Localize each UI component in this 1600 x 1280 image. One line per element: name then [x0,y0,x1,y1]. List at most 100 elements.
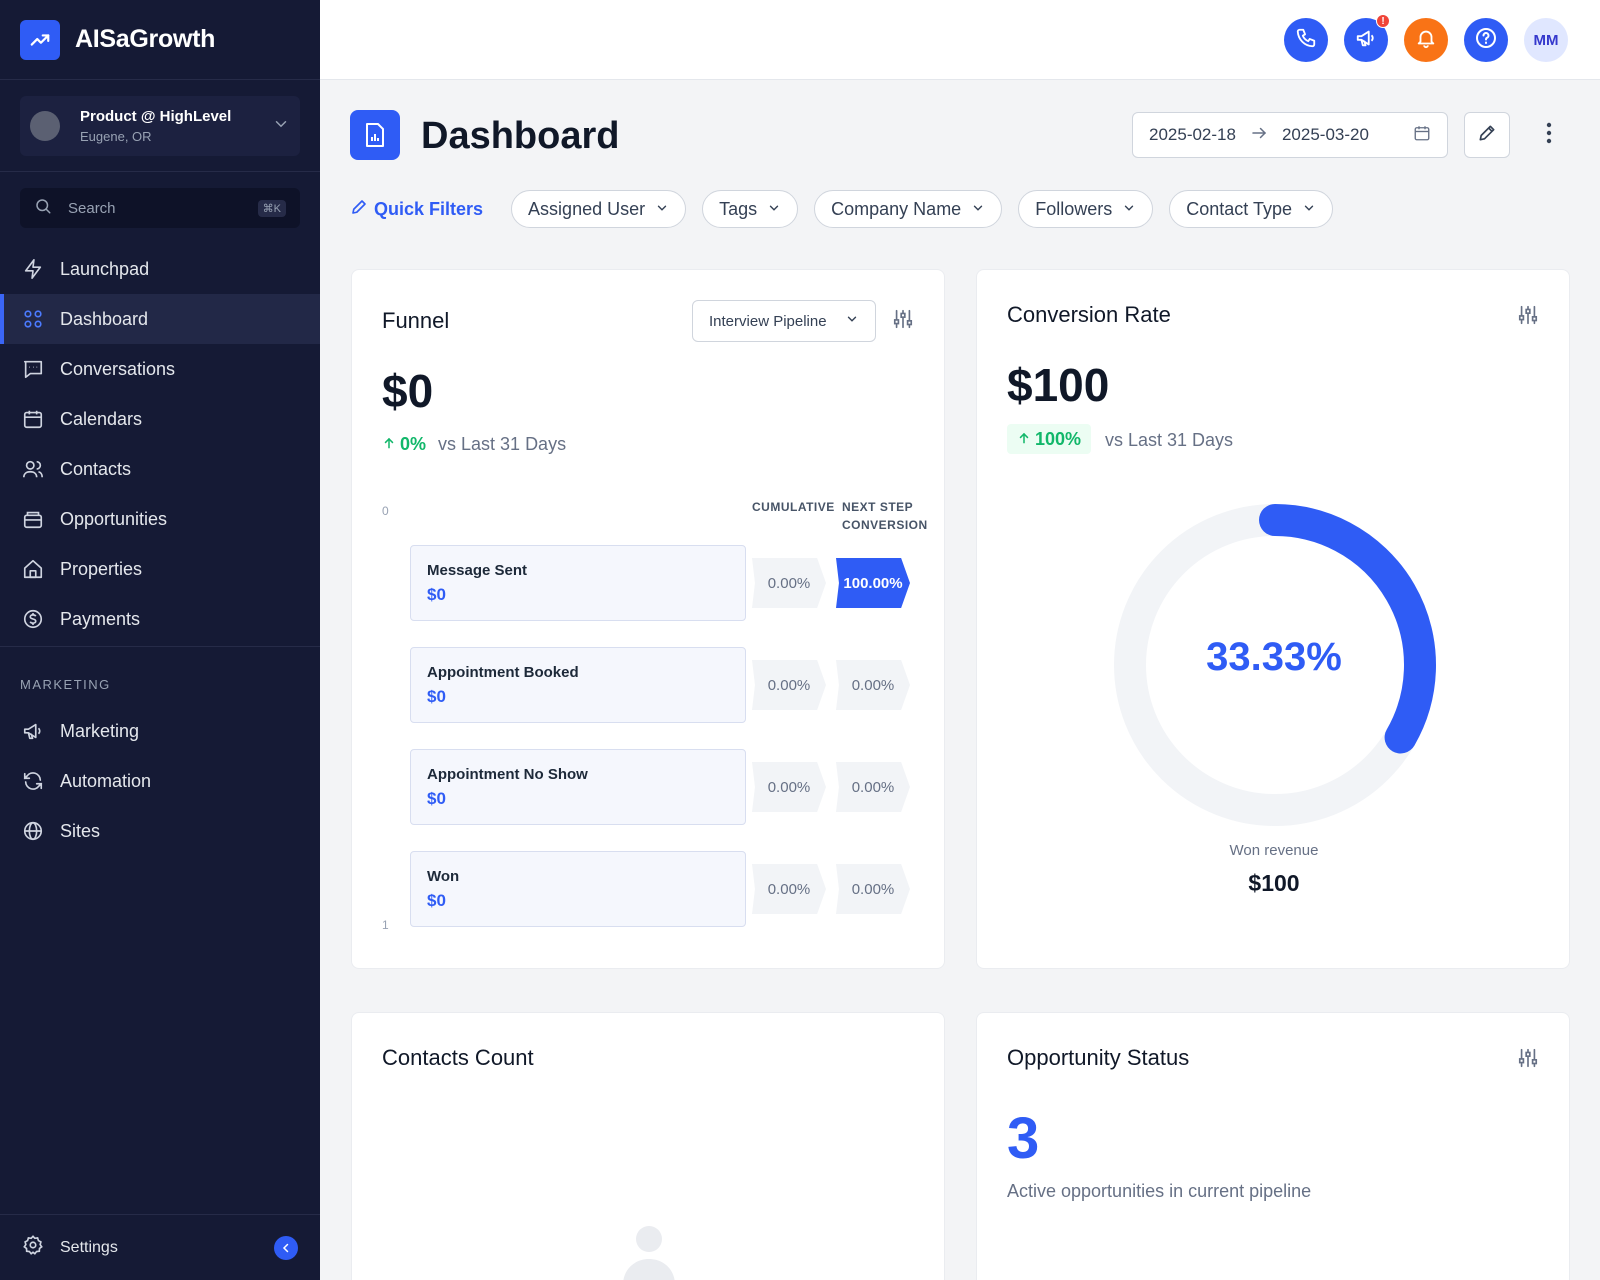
sidebar-item-label: Launchpad [60,258,150,279]
sliders-icon[interactable] [1517,1047,1541,1071]
card-title: Contacts Count [382,1045,534,1070]
briefcase-icon [22,508,44,530]
opportunity-caption: Active opportunities in current pipeline [1007,1181,1312,1201]
notifications-button[interactable] [1404,18,1448,62]
users-icon [22,458,44,480]
help-button[interactable] [1464,18,1508,62]
quick-filters-button[interactable]: Quick Filters [350,198,483,221]
pipeline-select[interactable]: Interview Pipeline [692,300,876,342]
cumulative-rate: 0.00% [752,558,826,608]
filter-bar: Quick Filters Assigned User Tags Company… [350,190,1333,228]
date-range-picker[interactable]: 2025-02-18 2025-03-20 [1132,112,1448,158]
change-vs-label: vs Last 31 Days [1105,430,1234,450]
search-icon [34,197,52,220]
contacts-count-card: Contacts Count [351,1012,945,1280]
arrow-up-icon [1017,429,1031,450]
opportunity-status-card: Opportunity Status 3 Active opportunitie… [976,1012,1570,1280]
sidebar-item-payments[interactable]: Payments [0,594,320,644]
column-header-next-step: NEXT STEP CONVERSION [842,498,928,534]
phone-button[interactable] [1284,18,1328,62]
chevron-down-icon [845,312,859,330]
lightning-icon [22,258,44,280]
gear-icon [22,1234,44,1261]
calendar-icon [1413,124,1431,147]
page-title: Dashboard [421,115,620,157]
sidebar-item-label: Opportunities [60,508,168,529]
funnel-stage[interactable]: Won $0 [410,851,746,927]
search-input[interactable]: Search ⌘K [20,188,300,228]
search-shortcut: ⌘K [257,199,286,217]
change-percent: 0% [400,434,427,454]
settings-label: Settings [60,1238,118,1256]
sidebar-item-label: Dashboard [60,308,149,329]
funnel-value: $0 [382,365,434,417]
opportunity-count: 3 [1007,1106,1040,1171]
edit-dashboard-button[interactable] [1464,112,1510,158]
sidebar-item-label: Calendars [60,408,143,429]
change-vs-label: vs Last 31 Days [438,434,567,454]
chevron-down-icon [767,199,781,220]
calendar-icon [22,408,44,430]
won-revenue-value: $100 [1248,870,1300,896]
chevron-down-icon [971,199,985,220]
filter-tags[interactable]: Tags [702,190,799,228]
sliders-icon[interactable] [892,308,916,332]
user-placeholder-icon [621,1225,677,1280]
account-avatar [30,111,60,141]
conversion-rate-card: Conversion Rate $100 100% vs Last 31 Day… [976,269,1570,969]
refresh-icon [22,770,44,792]
sidebar-item-conversations[interactable]: Conversations [0,344,320,394]
megaphone-icon [1355,27,1377,54]
sidebar-item-sites[interactable]: Sites [0,806,320,856]
date-start: 2025-02-18 [1149,125,1236,144]
announcements-button[interactable]: ! [1344,14,1390,62]
column-header-line: NEXT STEP [842,500,914,514]
dashboard-report-icon [350,110,400,160]
more-options-button[interactable] [1534,112,1564,158]
home-icon [22,558,44,580]
collapse-sidebar-button[interactable] [274,1235,298,1260]
sidebar-item-opportunities[interactable]: Opportunities [0,494,320,544]
sidebar-item-label: Conversations [60,358,176,379]
bell-icon [1415,27,1437,54]
funnel-stage[interactable]: Message Sent $0 [410,545,746,621]
dollar-circle-icon [22,608,44,630]
search-placeholder: Search [68,199,116,217]
sidebar-item-contacts[interactable]: Contacts [0,444,320,494]
sidebar-item-automation[interactable]: Automation [0,756,320,806]
filter-assigned-user[interactable]: Assigned User [511,190,687,228]
quick-filters-label: Quick Filters [374,198,484,219]
sliders-icon[interactable] [1517,304,1541,328]
chevron-down-icon [1122,199,1136,220]
funnel-stage[interactable]: Appointment Booked $0 [410,647,746,723]
card-title: Conversion Rate [1007,302,1171,327]
funnel-stage[interactable]: Appointment No Show $0 [410,749,746,825]
user-avatar[interactable]: MM [1524,18,1568,62]
conversion-donut-chart [1114,504,1436,826]
brand[interactable]: AISaGrowth [0,0,320,80]
next-step-rate: 100.00% [836,558,910,608]
filter-company-name[interactable]: Company Name [814,190,1003,228]
card-title: Opportunity Status [1007,1045,1190,1070]
sidebar-item-settings[interactable]: Settings [0,1214,320,1280]
cumulative-rate: 0.00% [752,762,826,812]
sidebar-item-calendars[interactable]: Calendars [0,394,320,444]
arrow-up-icon [382,434,396,455]
sidebar-item-properties[interactable]: Properties [0,544,320,594]
sidebar-item-dashboard[interactable]: Dashboard [0,294,320,344]
filter-contact-type[interactable]: Contact Type [1169,190,1333,228]
grid-icon [22,308,44,330]
chevron-down-icon [1302,199,1316,220]
stage-value: $0 [427,789,446,808]
filter-label: Tags [719,198,758,219]
sidebar-item-label: Payments [60,608,141,629]
filter-followers[interactable]: Followers [1018,190,1154,228]
sidebar-item-launchpad[interactable]: Launchpad [0,244,320,294]
account-switcher[interactable]: Product @ HighLevel Eugene, OR [20,96,300,156]
pencil-icon [350,198,368,221]
sidebar-item-marketing[interactable]: Marketing [0,706,320,756]
section-label-marketing: MARKETING [20,677,111,692]
sidebar-item-label: Contacts [60,458,132,479]
next-step-rate: 0.00% [836,864,910,914]
cumulative-rate: 0.00% [752,660,826,710]
